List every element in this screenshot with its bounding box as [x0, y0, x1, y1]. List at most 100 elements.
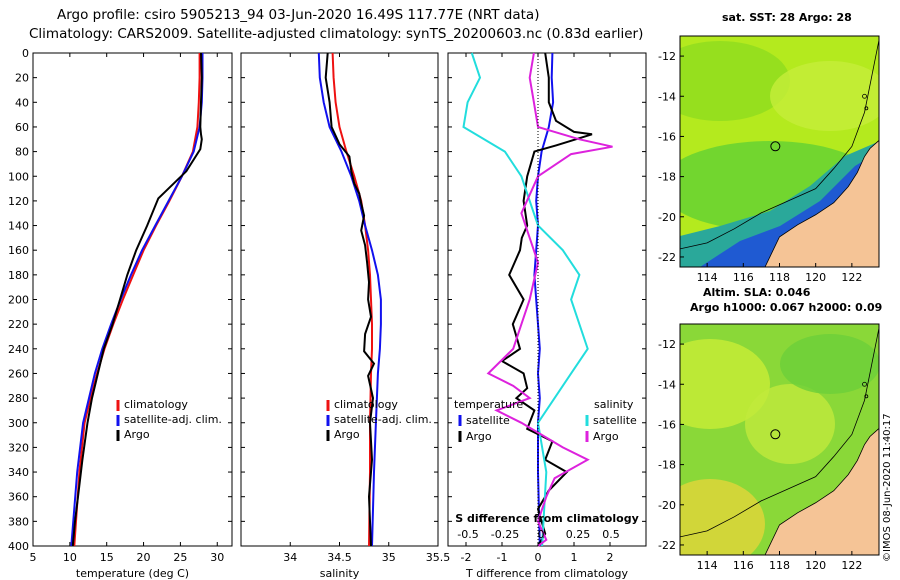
legend-label: Argo [124, 428, 150, 441]
figure-title-line-1: Argo profile: csiro 5905213_94 03-Jun-20… [57, 7, 540, 23]
figure-title-line-2: Climatology: CARS2009. Satellite-adjuste… [29, 26, 644, 42]
map-y-tick-label: -20 [658, 211, 676, 224]
x-tick-label: 15 [100, 551, 114, 564]
y-tick-label: 120 [8, 195, 29, 208]
series-line-t-argo [500, 52, 593, 547]
legend-label: Argo [334, 428, 360, 441]
series-line-t-satellite [533, 52, 555, 547]
y-tick-label: 180 [8, 269, 29, 282]
map-y-tick-label: -18 [658, 459, 676, 472]
map-y-tick-label: -16 [658, 418, 676, 431]
sla-map-subtitle: Argo h1000: 0.067 h2000: 0.09 [690, 301, 883, 314]
map-y-tick-label: -18 [658, 171, 676, 184]
x-tick-label: 25 [173, 551, 187, 564]
map-x-tick-label: 122 [841, 271, 862, 284]
x-tick-label: 1 [571, 551, 578, 564]
sla_map-field [680, 324, 879, 555]
sst-warm-patch [680, 41, 790, 121]
legend-label: satellite-adj. clim. [334, 413, 432, 426]
x-tick-label: 10 [63, 551, 77, 564]
series-line-s-satellite [462, 52, 589, 547]
y-tick-label: 20 [15, 72, 29, 85]
map-x-tick-label: 114 [697, 271, 718, 284]
x-tick-label: 30 [210, 551, 224, 564]
x-tick-label: 34.5 [327, 551, 352, 564]
x-tick-label: -2 [461, 551, 472, 564]
x2-tick-label: 0 [538, 528, 545, 541]
temperature-x-axis-label: temperature (deg C) [76, 567, 189, 580]
australia-land [764, 427, 879, 555]
sla_map: 114 116 118 120 122 -12 -14 -16 -18 -20 -22 [658, 323, 880, 572]
sst_map: 114 116 118 120 122 -12 -14 -16 -18 -20 -22 [658, 35, 880, 284]
sla-high-patch [745, 384, 835, 464]
legend-label: climatology [124, 398, 188, 411]
y-tick-label: 140 [8, 220, 29, 233]
x-tick-label: 35 [382, 551, 396, 564]
map-x-tick-label: 122 [841, 559, 862, 572]
map-x-tick-label: 120 [805, 559, 826, 572]
map-y-tick-label: -12 [658, 50, 676, 63]
sla-low-patch [780, 334, 879, 394]
map-x-tick-label: 120 [805, 271, 826, 284]
map-x-tick-label: 118 [769, 271, 790, 284]
island [862, 93, 867, 99]
bathymetry-contour [680, 327, 879, 538]
salinity-plot-frame [240, 52, 439, 547]
legend-label: satellite [466, 414, 510, 427]
y-tick-label: 360 [8, 491, 29, 504]
sla-map-title: Altim. SLA: 0.046 [703, 286, 811, 299]
sla-high-patch [680, 339, 770, 429]
map-y-tick-label: -22 [658, 539, 676, 552]
island [862, 381, 867, 387]
y-tick-label: 200 [8, 294, 29, 307]
x2-tick-label: 0.5 [602, 528, 620, 541]
map-x-tick-label: 118 [769, 559, 790, 572]
map-y-tick-label: -16 [658, 130, 676, 143]
y-tick-label: 320 [8, 441, 29, 454]
series-line-s-argo [486, 52, 613, 547]
map-x-tick-label: 116 [733, 559, 754, 572]
legend-title-salinity: salinity [594, 398, 634, 411]
sst-patch [770, 61, 879, 131]
australia-land [764, 139, 879, 267]
sst-map-title: sat. SST: 28 Argo: 28 [722, 11, 852, 24]
x-tick-label: 0 [535, 551, 542, 564]
y-tick-label: 260 [8, 367, 29, 380]
legend-label: Argo [593, 430, 619, 443]
legend-label: Argo [466, 430, 492, 443]
y-tick-label: 280 [8, 392, 29, 405]
y-tick-label: 80 [15, 146, 29, 159]
temperature-plot-frame [32, 52, 233, 547]
salinity-diff-axis-label: S difference from climatology [455, 512, 639, 525]
map-x-tick-label: 114 [697, 559, 718, 572]
map-y-tick-label: -12 [658, 338, 676, 351]
series-line-climatology [73, 53, 201, 547]
imos-credit: ©IMOS 08-Jun-2020 11:40:17 [882, 413, 893, 562]
map-y-tick-label: -20 [658, 499, 676, 512]
x2-tick-label: -0.5 [457, 528, 478, 541]
salinity-x-axis-label: salinity [320, 567, 360, 580]
x-tick-label: -1 [497, 551, 508, 564]
map-y-tick-label: -22 [658, 251, 676, 264]
y-tick-label: 240 [8, 343, 29, 356]
y-tick-label: 60 [15, 121, 29, 134]
y-tick-label: 40 [15, 96, 29, 109]
series-line-satellite-adj-clim- [317, 52, 382, 547]
y-tick-label: 400 [8, 540, 29, 553]
x2-tick-label: 0.25 [566, 528, 591, 541]
island [864, 394, 869, 399]
bathymetry-contour [680, 39, 879, 250]
difference-panel: -2 -1 0 1 2 T difference from climatology temp… [447, 52, 647, 580]
legend-label: satellite-adj. clim. [124, 413, 222, 426]
y-tick-label: 160 [8, 244, 29, 257]
y-tick-label: 0 [22, 47, 29, 60]
series-line-argo [71, 52, 203, 547]
temperature-panel: 0 20 40 60 80 100 120 140 160 180 200 220 240 260 280 3… [8, 47, 233, 580]
y-tick-label: 100 [8, 170, 29, 183]
argo-position-marker [770, 429, 781, 440]
argo-position-marker [770, 141, 781, 152]
difference-x-axis-label: T difference from climatology [465, 567, 628, 580]
x-tick-label: 5 [30, 551, 37, 564]
y-tick-label: 340 [8, 466, 29, 479]
